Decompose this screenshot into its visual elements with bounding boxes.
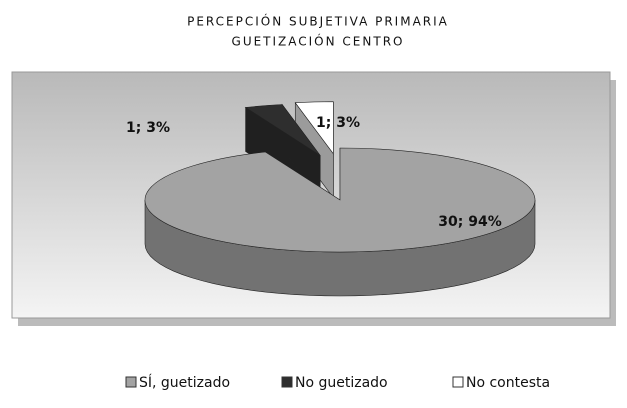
- legend-marker: [281, 376, 293, 388]
- legend-label: No contesta: [466, 375, 550, 391]
- legend-label: SÍ, guetizado: [139, 374, 230, 391]
- slice: [294, 101, 334, 155]
- data-label: 30; 94%: [438, 214, 501, 230]
- chart-title: PERCEPCIÓN SUBJETIVA PRIMARIA: [187, 14, 449, 29]
- pie: [144, 101, 536, 297]
- chart-title: GUETIZACIÓN CENTRO: [232, 34, 405, 49]
- legend-marker: [125, 376, 137, 388]
- slice: [244, 104, 321, 156]
- slice: [144, 147, 536, 253]
- data-label: 1; 3%: [126, 120, 170, 136]
- data-label: 1; 3%: [316, 115, 360, 131]
- legend-marker: [452, 376, 464, 388]
- legend: SÍ, guetizado No guetizado No contesta: [125, 374, 550, 391]
- legend-label: No guetizado: [295, 375, 388, 391]
